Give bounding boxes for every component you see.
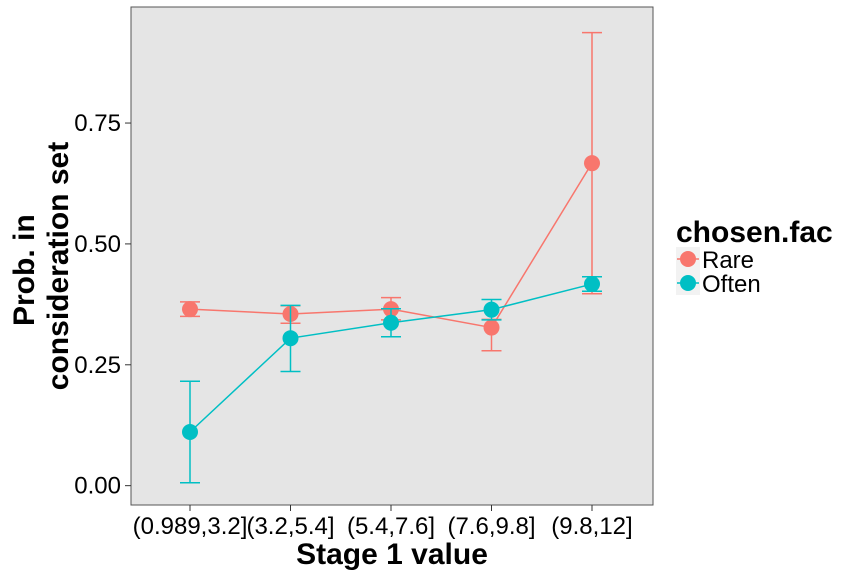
y-axis-title-line-1: Prob. in bbox=[8, 214, 41, 326]
x-tick-label: (5.4,7.6] bbox=[347, 513, 435, 540]
data-point-rare bbox=[483, 319, 500, 336]
data-point-often bbox=[282, 330, 299, 347]
series-often bbox=[180, 276, 602, 484]
y-axis-title: Prob. in consideration set bbox=[8, 142, 75, 390]
y-axis-title-line-2: consideration set bbox=[42, 142, 75, 390]
data-point-often bbox=[483, 301, 500, 318]
y-tick-label: 0.75 bbox=[74, 110, 121, 137]
legend-key-point-rare bbox=[680, 251, 696, 267]
data-point-rare bbox=[182, 301, 198, 318]
data-point-often bbox=[383, 314, 399, 331]
legend-label-often: Often bbox=[702, 271, 761, 298]
x-tick-label: (0.989,3.2] bbox=[133, 513, 248, 540]
legend-label-rare: Rare bbox=[702, 247, 754, 274]
legend-title: chosen.fac bbox=[676, 216, 833, 249]
x-tick-label: (9.8,12] bbox=[551, 513, 632, 540]
y-tick-label: 0.00 bbox=[74, 473, 121, 500]
legend-key-point-often bbox=[680, 275, 696, 291]
y-tick-label: 0.50 bbox=[74, 231, 121, 258]
x-tick-label: (7.6,9.8] bbox=[447, 513, 535, 540]
data-point-often bbox=[182, 423, 198, 440]
data-point-often bbox=[584, 276, 600, 293]
x-axis-title: Stage 1 value bbox=[296, 538, 488, 571]
data-point-rare bbox=[584, 155, 600, 172]
plot-panel bbox=[130, 6, 654, 506]
y-tick-label: 0.25 bbox=[74, 352, 121, 379]
x-tick-label: (3.2,5.4] bbox=[246, 513, 334, 540]
